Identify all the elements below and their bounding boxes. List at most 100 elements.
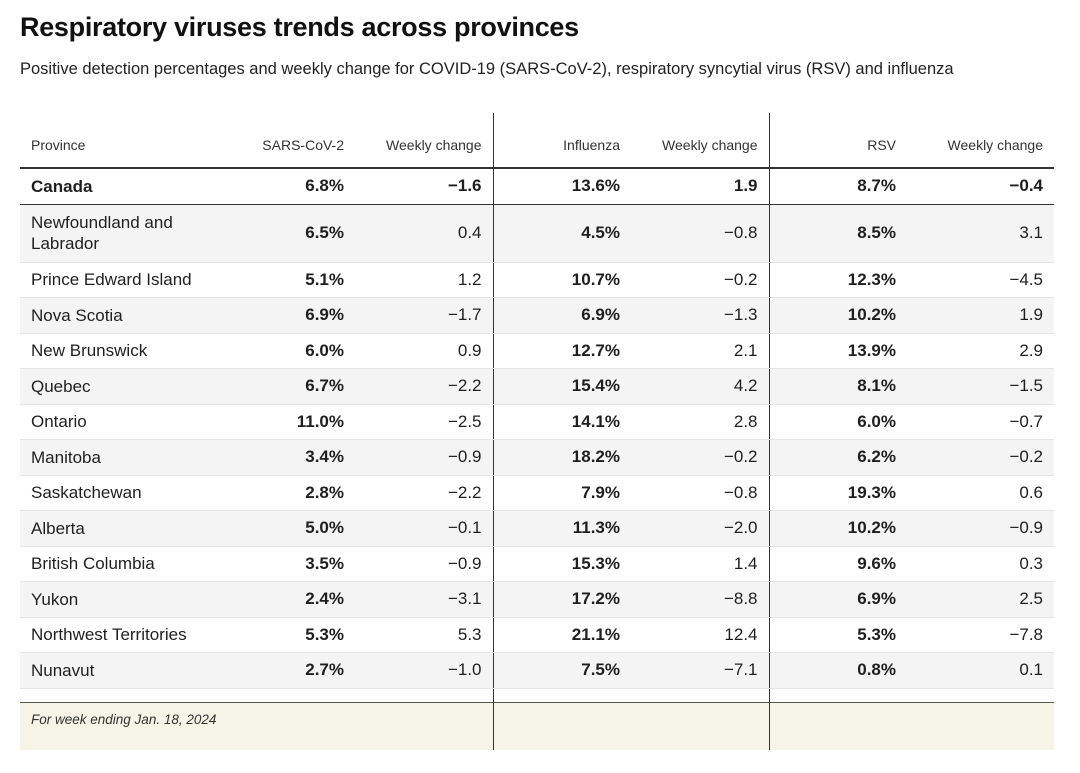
- sars-weekly-change-cell: 0.4: [355, 204, 493, 262]
- influenza-cell: 14.1%: [493, 404, 631, 440]
- rsv-weekly-change-cell: 2.5: [907, 582, 1054, 618]
- table-row: Newfoundland and Labrador 6.5% 0.4 4.5% −0.8…: [20, 204, 1054, 262]
- influenza-cell: 7.9%: [493, 475, 631, 511]
- sars-cov-2-cell: 6.0%: [235, 333, 355, 369]
- rsv-cell: 12.3%: [769, 262, 907, 298]
- province-cell: Ontario: [20, 404, 235, 440]
- rsv-weekly-change-cell: 0.3: [907, 546, 1054, 582]
- province-cell: New Brunswick: [20, 333, 235, 369]
- influenza-weekly-change-cell: 4.2: [631, 369, 769, 405]
- data-table-container: Province SARS-CoV-2 Weekly change Influe…: [20, 113, 1054, 750]
- province-cell: Nunavut: [20, 653, 235, 689]
- table-body: Canada 6.8% −1.6 13.6% 1.9 8.7% −0.4 Newfoundla…: [20, 168, 1054, 688]
- table-row: Prince Edward Island 5.1% 1.2 10.7% −0.2 12.3…: [20, 262, 1054, 298]
- page-title: Respiratory viruses trends across provin…: [20, 12, 579, 43]
- influenza-cell: 15.4%: [493, 369, 631, 405]
- rsv-cell: 5.3%: [769, 617, 907, 653]
- province-cell: Prince Edward Island: [20, 262, 235, 298]
- influenza-cell: 7.5%: [493, 653, 631, 689]
- table-row: Alberta 5.0% −0.1 11.3% −2.0 10.2% −0.9: [20, 511, 1054, 547]
- sars-cov-2-cell: 6.9%: [235, 298, 355, 334]
- influenza-cell: 12.7%: [493, 333, 631, 369]
- rsv-weekly-change-cell: −0.9: [907, 511, 1054, 547]
- rsv-cell: 13.9%: [769, 333, 907, 369]
- column-header-province: Province: [20, 113, 235, 168]
- sars-cov-2-cell: 6.8%: [235, 168, 355, 204]
- rsv-cell: 0.8%: [769, 653, 907, 689]
- rsv-weekly-change-cell: −0.4: [907, 168, 1054, 204]
- table-row: Nunavut 2.7% −1.0 7.5% −7.1 0.8% 0.1: [20, 653, 1054, 689]
- rsv-cell: 10.2%: [769, 298, 907, 334]
- sars-cov-2-cell: 11.0%: [235, 404, 355, 440]
- influenza-cell: 17.2%: [493, 582, 631, 618]
- rsv-cell: 6.2%: [769, 440, 907, 476]
- influenza-cell: 6.9%: [493, 298, 631, 334]
- sars-weekly-change-cell: 5.3: [355, 617, 493, 653]
- province-cell: British Columbia: [20, 546, 235, 582]
- influenza-weekly-change-cell: −0.2: [631, 440, 769, 476]
- table-row: Quebec 6.7% −2.2 15.4% 4.2 8.1% −1.5: [20, 369, 1054, 405]
- table-footer-row: For week ending Jan. 18, 2024: [20, 702, 1054, 750]
- table-row: Northwest Territories 5.3% 5.3 21.1% 12.4 5.3…: [20, 617, 1054, 653]
- influenza-cell: 13.6%: [493, 168, 631, 204]
- rsv-cell: 10.2%: [769, 511, 907, 547]
- rsv-cell: 8.5%: [769, 204, 907, 262]
- sars-weekly-change-cell: −0.9: [355, 546, 493, 582]
- influenza-cell: 4.5%: [493, 204, 631, 262]
- rsv-cell: 9.6%: [769, 546, 907, 582]
- province-cell: Newfoundland and Labrador: [20, 204, 235, 262]
- table-row: Ontario 11.0% −2.5 14.1% 2.8 6.0% −0.7: [20, 404, 1054, 440]
- influenza-weekly-change-cell: 1.4: [631, 546, 769, 582]
- table-row: Manitoba 3.4% −0.9 18.2% −0.2 6.2% −0.2: [20, 440, 1054, 476]
- province-cell: Quebec: [20, 369, 235, 405]
- sars-cov-2-cell: 3.5%: [235, 546, 355, 582]
- province-cell: Northwest Territories: [20, 617, 235, 653]
- province-cell: Yukon: [20, 582, 235, 618]
- data-table: Province SARS-CoV-2 Weekly change Influe…: [20, 113, 1054, 750]
- page-subtitle: Positive detection percentages and weekl…: [20, 60, 954, 79]
- table-header-row: Province SARS-CoV-2 Weekly change Influe…: [20, 113, 1054, 168]
- influenza-weekly-change-cell: −1.3: [631, 298, 769, 334]
- footnote: For week ending Jan. 18, 2024: [20, 702, 235, 750]
- sars-cov-2-cell: 5.1%: [235, 262, 355, 298]
- influenza-cell: 11.3%: [493, 511, 631, 547]
- rsv-cell: 6.9%: [769, 582, 907, 618]
- rsv-weekly-change-cell: −7.8: [907, 617, 1054, 653]
- sars-weekly-change-cell: −2.2: [355, 475, 493, 511]
- table-row-canada: Canada 6.8% −1.6 13.6% 1.9 8.7% −0.4: [20, 168, 1054, 204]
- column-header-influenza: Influenza: [493, 113, 631, 168]
- rsv-weekly-change-cell: −4.5: [907, 262, 1054, 298]
- influenza-cell: 18.2%: [493, 440, 631, 476]
- province-cell: Canada: [20, 168, 235, 204]
- rsv-weekly-change-cell: 0.1: [907, 653, 1054, 689]
- column-header-sars-cov-2: SARS-CoV-2: [235, 113, 355, 168]
- influenza-weekly-change-cell: −8.8: [631, 582, 769, 618]
- sars-weekly-change-cell: −1.7: [355, 298, 493, 334]
- rsv-weekly-change-cell: 1.9: [907, 298, 1054, 334]
- sars-cov-2-cell: 6.7%: [235, 369, 355, 405]
- sars-weekly-change-cell: −2.5: [355, 404, 493, 440]
- province-cell: Manitoba: [20, 440, 235, 476]
- rsv-weekly-change-cell: 0.6: [907, 475, 1054, 511]
- sars-cov-2-cell: 5.3%: [235, 617, 355, 653]
- rsv-weekly-change-cell: −0.7: [907, 404, 1054, 440]
- rsv-cell: 8.7%: [769, 168, 907, 204]
- province-cell: Alberta: [20, 511, 235, 547]
- sars-weekly-change-cell: 0.9: [355, 333, 493, 369]
- sars-cov-2-cell: 2.8%: [235, 475, 355, 511]
- influenza-cell: 15.3%: [493, 546, 631, 582]
- influenza-weekly-change-cell: −0.8: [631, 475, 769, 511]
- sars-cov-2-cell: 3.4%: [235, 440, 355, 476]
- sars-weekly-change-cell: 1.2: [355, 262, 493, 298]
- province-cell: Saskatchewan: [20, 475, 235, 511]
- column-header-influenza-weekly-change: Weekly change: [631, 113, 769, 168]
- sars-weekly-change-cell: −3.1: [355, 582, 493, 618]
- rsv-weekly-change-cell: −1.5: [907, 369, 1054, 405]
- table-spacer: [20, 688, 1054, 702]
- sars-cov-2-cell: 2.7%: [235, 653, 355, 689]
- table-row: Nova Scotia 6.9% −1.7 6.9% −1.3 10.2% 1.9: [20, 298, 1054, 334]
- influenza-cell: 10.7%: [493, 262, 631, 298]
- influenza-cell: 21.1%: [493, 617, 631, 653]
- sars-cov-2-cell: 5.0%: [235, 511, 355, 547]
- sars-cov-2-cell: 6.5%: [235, 204, 355, 262]
